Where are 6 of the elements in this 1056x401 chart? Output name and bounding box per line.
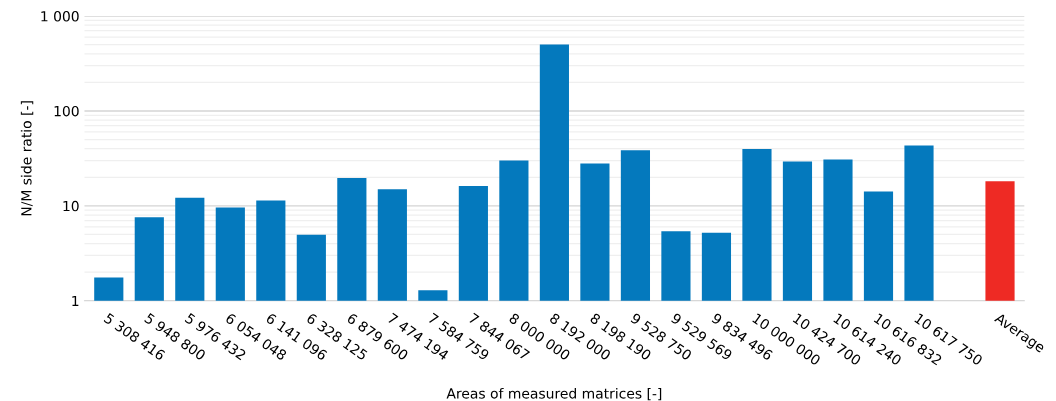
y-tick-label: 1 bbox=[72, 295, 79, 307]
y-tick-label: 10 bbox=[63, 200, 79, 212]
x-axis-title: Areas of measured matrices [-] bbox=[446, 387, 662, 401]
y-tick-label: 1 000 bbox=[41, 11, 79, 22]
y-tick-label: 100 bbox=[54, 105, 79, 117]
y-axis-title: N/M side ratio [-] bbox=[20, 101, 34, 216]
